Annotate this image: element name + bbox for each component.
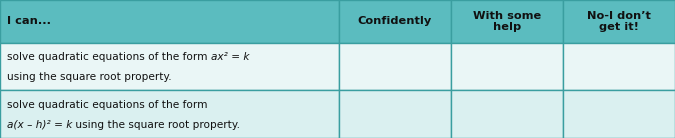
Text: With some
help: With some help <box>472 11 541 32</box>
Text: Confidently: Confidently <box>358 16 432 26</box>
Text: ax² = k: ax² = k <box>211 52 249 62</box>
Bar <box>563 0 675 43</box>
Text: solve quadratic equations of the form: solve quadratic equations of the form <box>7 52 211 62</box>
Bar <box>339 0 451 43</box>
Bar <box>0 90 339 138</box>
Bar <box>451 90 563 138</box>
Bar <box>0 0 339 43</box>
Bar <box>563 43 675 90</box>
Text: solve quadratic equations of the form: solve quadratic equations of the form <box>7 100 207 110</box>
Bar <box>339 43 451 90</box>
Text: No-I don’t
get it!: No-I don’t get it! <box>587 11 651 32</box>
Text: using the square root property.: using the square root property. <box>7 72 171 82</box>
Text: using the square root property.: using the square root property. <box>72 120 240 130</box>
Bar <box>451 0 563 43</box>
Bar <box>451 43 563 90</box>
Text: I can...: I can... <box>7 16 51 26</box>
Text: a(x – h)² = k: a(x – h)² = k <box>7 120 72 130</box>
Bar <box>339 90 451 138</box>
Bar <box>0 43 339 90</box>
Bar <box>563 90 675 138</box>
